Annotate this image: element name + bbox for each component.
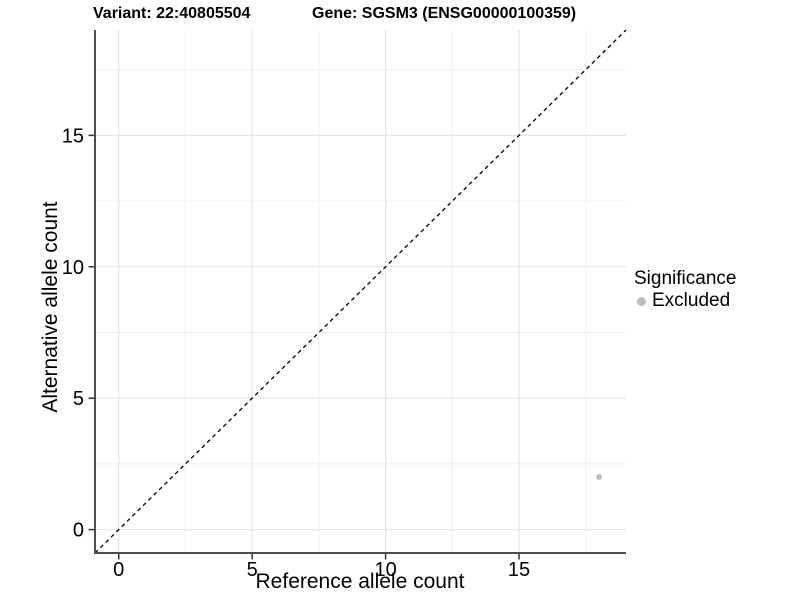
x-tick-label: 15 (508, 559, 530, 581)
y-tick-label: 5 (73, 388, 84, 410)
plot-title-gene: Gene: SGSM3 (ENSG00000100359) (312, 5, 577, 22)
identity-line (94, 29, 627, 554)
legend: Significance Excluded (634, 268, 736, 312)
plot-title-variant: Variant: 22:40805504 (93, 5, 251, 22)
x-tick-label: 0 (113, 559, 124, 581)
x-axis-title: Reference allele count (255, 570, 465, 593)
x-tick-label: 10 (374, 559, 396, 581)
y-tick-label: 10 (62, 257, 84, 279)
y-axis-title: Alternative allele count (39, 201, 62, 413)
y-tick-label: 15 (62, 125, 84, 147)
y-tick-label: 0 (73, 520, 84, 542)
legend-item-excluded: Excluded (634, 290, 736, 312)
x-tick-label: 5 (247, 559, 258, 581)
data-point (596, 474, 603, 481)
excluded-point-icon (637, 296, 646, 306)
legend-item-label: Excluded (652, 290, 731, 311)
legend-title: Significance (634, 268, 737, 289)
